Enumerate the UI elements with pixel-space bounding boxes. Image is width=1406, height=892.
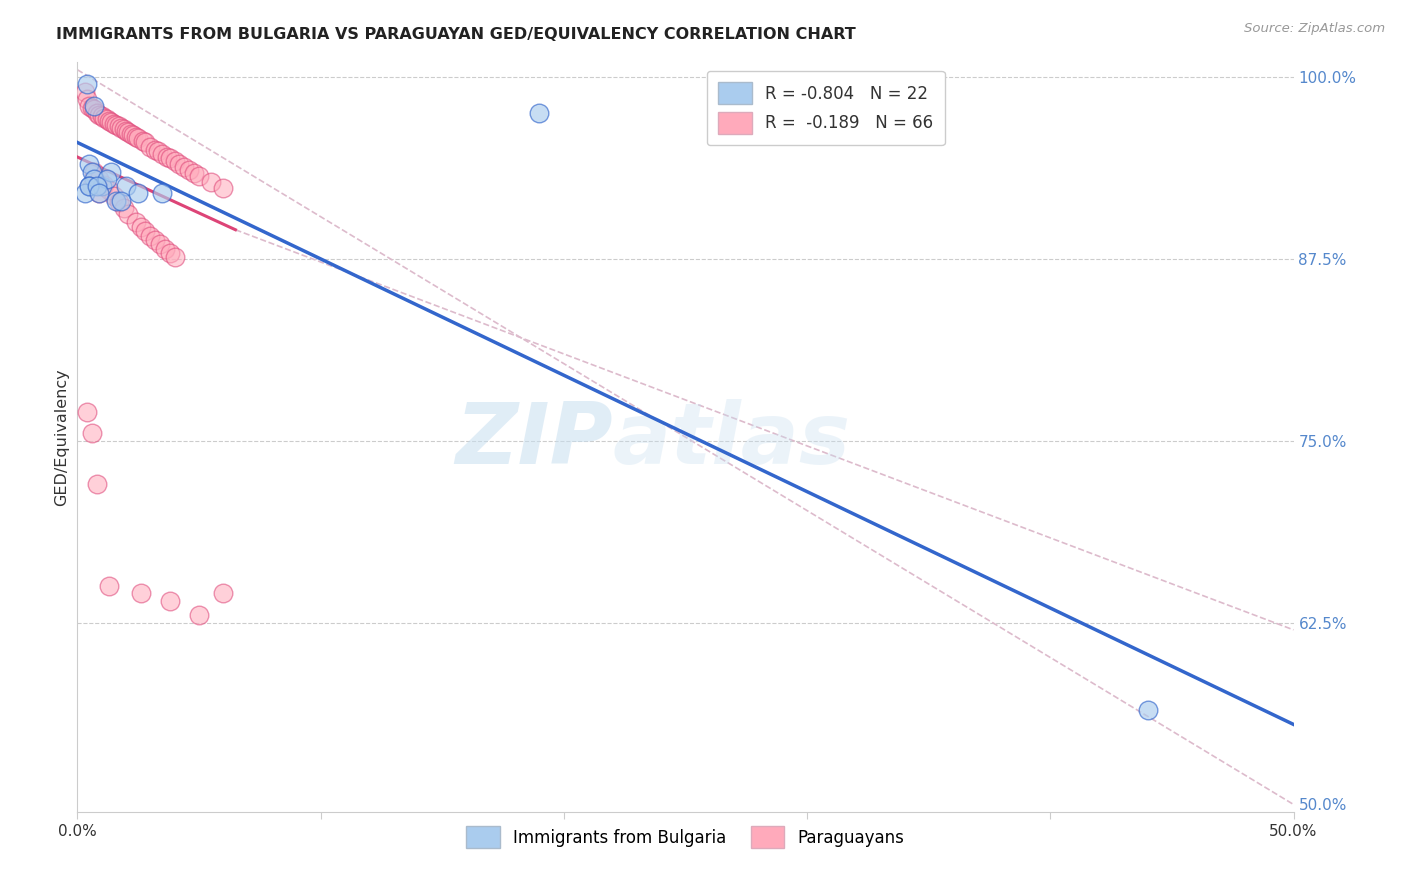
Point	[80, 179, 103, 194]
Point	[129, 586, 152, 600]
Point	[125, 215, 148, 229]
Text: Source: ZipAtlas.com: Source: ZipAtlas.com	[1244, 22, 1385, 36]
Point	[79, 179, 101, 194]
Point	[139, 228, 162, 243]
Point	[76, 404, 98, 418]
Point	[100, 115, 122, 129]
Text: atlas: atlas	[613, 400, 851, 483]
Point	[76, 77, 98, 91]
Point	[107, 120, 129, 134]
Point	[772, 113, 794, 128]
Point	[169, 157, 191, 171]
Y-axis label: GED/Equivalency: GED/Equivalency	[53, 368, 69, 506]
Point	[149, 237, 172, 252]
Point	[212, 586, 235, 600]
Point	[73, 186, 96, 201]
Point	[127, 186, 149, 201]
Point	[83, 164, 105, 178]
Point	[112, 122, 135, 136]
Point	[80, 164, 103, 178]
Point	[107, 195, 129, 210]
Point	[143, 233, 166, 247]
Point	[100, 164, 122, 178]
Point	[110, 120, 132, 135]
Point	[139, 140, 162, 154]
Point	[529, 106, 551, 120]
Point	[96, 171, 118, 186]
Point	[134, 136, 156, 150]
Legend: Immigrants from Bulgaria, Paraguayans: Immigrants from Bulgaria, Paraguayans	[454, 814, 917, 860]
Point	[183, 166, 205, 180]
Point	[122, 128, 145, 143]
Point	[143, 143, 166, 157]
Point	[115, 124, 138, 138]
Point	[89, 171, 111, 186]
Point	[200, 175, 222, 189]
Point	[156, 150, 179, 164]
Point	[127, 131, 149, 145]
Point	[86, 179, 108, 194]
Point	[93, 111, 115, 125]
Point	[146, 144, 169, 158]
Text: ZIP: ZIP	[454, 400, 613, 483]
Point	[86, 106, 108, 120]
Point	[79, 157, 101, 171]
Point	[188, 608, 211, 623]
Point	[97, 184, 120, 198]
Point	[76, 92, 98, 106]
Point	[117, 207, 139, 221]
Point	[96, 112, 118, 127]
Point	[132, 134, 155, 148]
Point	[117, 125, 139, 139]
Point	[89, 186, 111, 201]
Point	[83, 171, 105, 186]
Point	[173, 160, 195, 174]
Point	[89, 186, 111, 201]
Point	[93, 178, 115, 192]
Point	[80, 101, 103, 115]
Point	[73, 85, 96, 99]
Point	[163, 154, 186, 169]
Point	[159, 152, 181, 166]
Point	[97, 579, 120, 593]
Point	[105, 194, 128, 208]
Point	[152, 186, 174, 201]
Text: IMMIGRANTS FROM BULGARIA VS PARAGUAYAN GED/EQUIVALENCY CORRELATION CHART: IMMIGRANTS FROM BULGARIA VS PARAGUAYAN G…	[56, 27, 856, 42]
Point	[159, 593, 181, 607]
Point	[90, 179, 112, 194]
Point	[97, 113, 120, 128]
Point	[112, 201, 135, 215]
Point	[212, 180, 235, 194]
Point	[152, 147, 174, 161]
Point	[163, 251, 186, 265]
Point	[105, 118, 128, 132]
Point	[1136, 703, 1159, 717]
Point	[89, 108, 111, 122]
Point	[120, 127, 142, 141]
Point	[83, 102, 105, 116]
Point	[79, 179, 101, 194]
Point	[159, 246, 181, 260]
Point	[153, 242, 176, 256]
Point	[188, 169, 211, 183]
Point	[110, 194, 132, 208]
Point	[125, 129, 148, 144]
Point	[83, 99, 105, 113]
Point	[179, 163, 201, 178]
Point	[90, 109, 112, 123]
Point	[86, 477, 108, 491]
Point	[134, 224, 156, 238]
Point	[129, 219, 152, 234]
Point	[103, 189, 125, 203]
Point	[80, 426, 103, 441]
Point	[103, 117, 125, 131]
Point	[79, 99, 101, 113]
Point	[115, 179, 138, 194]
